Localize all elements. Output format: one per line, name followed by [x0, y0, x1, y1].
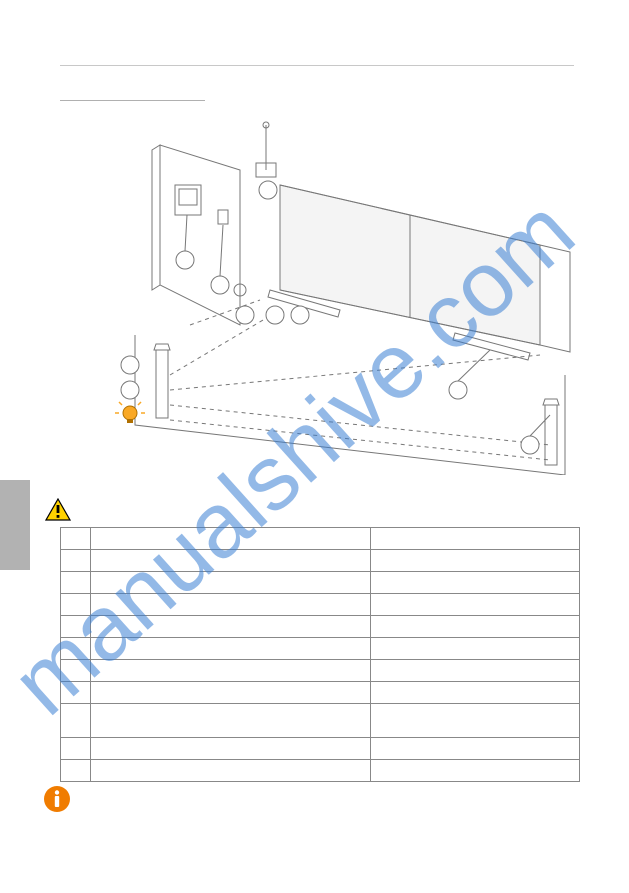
section-title-underline	[60, 100, 205, 101]
components-table	[60, 527, 580, 782]
table-row	[61, 638, 580, 660]
table-row	[61, 616, 580, 638]
side-language-tab	[0, 480, 30, 570]
table-row	[61, 528, 580, 550]
components-table-grid	[60, 527, 580, 782]
table-row	[61, 738, 580, 760]
header-rule	[60, 65, 574, 66]
table-row	[61, 572, 580, 594]
table-row	[61, 660, 580, 682]
table-row	[61, 682, 580, 704]
gate-diagram	[60, 115, 580, 465]
table-row	[61, 594, 580, 616]
table-row	[61, 704, 580, 738]
table-row	[61, 760, 580, 782]
page	[0, 0, 629, 893]
info-icon	[43, 785, 71, 813]
gate-diagram-svg	[60, 115, 580, 475]
warning-icon	[45, 498, 71, 522]
table-row	[61, 550, 580, 572]
